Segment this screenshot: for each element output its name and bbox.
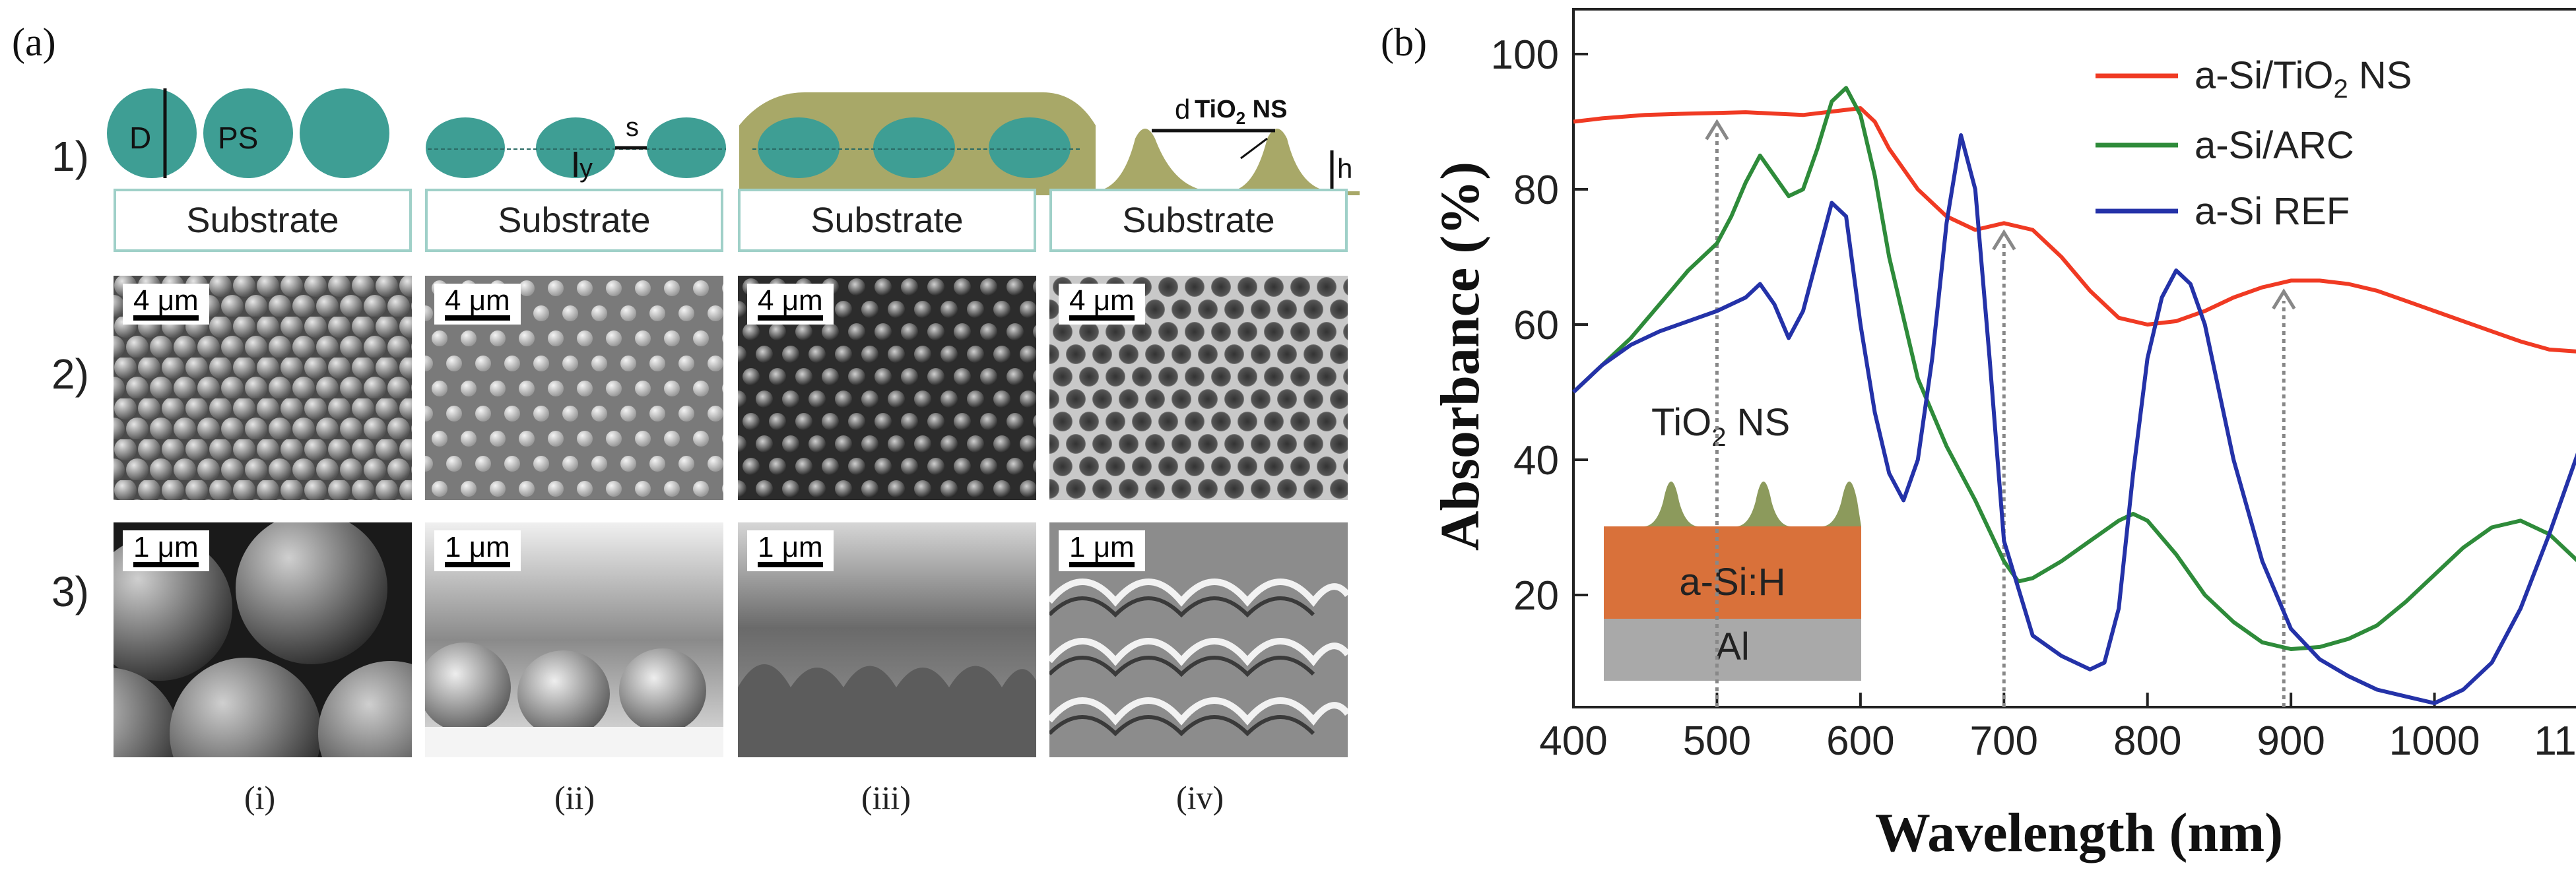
dotted-arrow-head xyxy=(1705,119,1729,141)
absorbance-chart: 400 500 600 700 800 900 1000 1100 20 40 60 80 100 a-… xyxy=(1430,8,2576,863)
pointer-line xyxy=(1240,137,1268,160)
panel-a-label: (a) xyxy=(12,20,56,64)
ps-sphere xyxy=(203,88,293,178)
row-label-2: 2) xyxy=(51,350,89,398)
al-label: Al xyxy=(1715,625,1750,668)
scale-bar-label: 1 μm xyxy=(758,531,823,563)
coated-sphere xyxy=(989,117,1071,178)
sem-cross-section-i: 1 μm xyxy=(114,522,412,757)
x-tick-label: 400 xyxy=(1539,718,1607,764)
substrate-box: Substrate xyxy=(738,189,1036,252)
y-tick-label: 20 xyxy=(1513,573,1559,619)
nanostructure-height-label: h xyxy=(1337,153,1352,184)
series-line-ref xyxy=(1571,133,2576,705)
y-label: y xyxy=(579,154,593,183)
schematic-i: D PS xyxy=(107,88,389,178)
column-label-i: (i) xyxy=(244,779,276,816)
scale-bar-label: 4 μm xyxy=(758,284,823,317)
legend-label-arc: a-Si/ARC xyxy=(2195,124,2354,167)
scale-bar: 4 μm xyxy=(434,284,521,325)
sem-cross-section-ii: 1 μm xyxy=(425,522,723,757)
tio2-ns-inset-label: TiO2 NS xyxy=(1651,401,1790,452)
scale-bar: 1 μm xyxy=(1059,530,1145,571)
scale-bar: 1 μm xyxy=(434,530,521,571)
etched-sphere xyxy=(426,117,505,178)
y-tick-label: 80 xyxy=(1513,168,1559,213)
tio2-cones xyxy=(1604,482,1861,526)
column-label-ii: (ii) xyxy=(554,779,595,816)
scale-bar: 4 μm xyxy=(1059,284,1145,325)
period-label: d xyxy=(1175,94,1190,125)
sem-top-view-ii: 4 μm xyxy=(425,276,723,500)
scale-bar: 1 μm xyxy=(123,530,209,571)
schematic-ii: s y xyxy=(426,113,726,183)
scale-bar-label: 1 μm xyxy=(133,531,199,563)
schematic-iv: d TiO2 NS h xyxy=(1092,94,1360,195)
x-axis-title: Wavelength (nm) xyxy=(1875,802,2283,863)
substrate-box: Substrate xyxy=(114,189,412,252)
sem-top-view-i: 4 μm xyxy=(114,276,412,500)
sem-cross-section-iii: 1 μm xyxy=(738,522,1036,757)
x-tick-label: 700 xyxy=(1970,718,2038,764)
coated-sphere xyxy=(873,117,955,178)
row-label-3: 3) xyxy=(51,568,89,615)
asi-label: a-Si:H xyxy=(1679,561,1785,604)
scale-bar: 4 μm xyxy=(123,284,209,325)
y-axis-title: Absorbance (%) xyxy=(1430,162,1491,551)
scale-bar-label: 4 μm xyxy=(133,284,199,317)
substrate-box: Substrate xyxy=(425,189,723,252)
sem-cross-section-iv: 1 μm xyxy=(1049,522,1348,757)
x-tick-label: 800 xyxy=(2113,718,2181,764)
ps-sphere xyxy=(300,88,389,178)
coated-sphere xyxy=(758,117,840,178)
legend-label-tio2: a-Si/TiO2 NS xyxy=(2195,54,2412,104)
scale-bar: 1 μm xyxy=(747,530,834,571)
spacing-label: s xyxy=(626,113,639,142)
diameter-label: D xyxy=(129,121,151,155)
scale-bar-label: 4 μm xyxy=(1069,284,1135,317)
panel-b-label: (b) xyxy=(1381,20,1427,64)
x-tick-label: 1000 xyxy=(2389,718,2480,764)
substrate-box: Substrate xyxy=(1049,189,1348,252)
axis-tick-labels: 400 500 600 700 800 900 1000 1100 20 40 60 80 100 xyxy=(1491,32,2576,764)
scale-bar-label: 1 μm xyxy=(1069,531,1135,563)
device-inset: a-Si:H Al TiO2 NS xyxy=(1604,401,1861,681)
tio2-ns-label: TiO2 NS xyxy=(1195,96,1287,128)
row-label-1: 1) xyxy=(51,133,89,180)
scale-bar: 4 μm xyxy=(747,284,834,325)
etched-sphere xyxy=(647,117,726,178)
scale-bar-label: 1 μm xyxy=(445,531,510,563)
column-label-iii: (iii) xyxy=(861,779,911,816)
schematic-iii xyxy=(739,92,1096,195)
dotted-arrow-head xyxy=(2272,288,2296,310)
dotted-arrow-head xyxy=(1992,229,2016,251)
al-layer xyxy=(1604,619,1861,681)
series-line-arc xyxy=(1571,86,2576,651)
plot-frame xyxy=(1572,8,2576,708)
legend-label-ref: a-Si REF xyxy=(2195,190,2350,233)
data-series xyxy=(1571,86,2576,705)
sem-top-view-iii: 4 μm xyxy=(738,276,1036,500)
ps-label: PS xyxy=(218,121,258,155)
sem-top-view-iv: 4 μm xyxy=(1049,276,1348,500)
etched-sphere xyxy=(536,117,615,178)
ps-sphere xyxy=(107,88,197,178)
legend: a-Si/TiO2 NS a-Si/ARC a-Si REF xyxy=(2096,54,2412,233)
x-tick-label: 1100 xyxy=(2534,718,2576,764)
column-label-iv: (iv) xyxy=(1176,779,1224,816)
resonance-arrows xyxy=(1705,119,2296,707)
y-tick-label: 40 xyxy=(1513,438,1559,484)
x-tick-label: 600 xyxy=(1826,718,1894,764)
schematic-row: D PS s y d TiO2 NS xyxy=(107,88,1360,195)
y-tick-label: 60 xyxy=(1513,303,1559,348)
x-tick-label: 900 xyxy=(2257,718,2325,764)
tio2-nanostructure xyxy=(1092,129,1360,195)
scale-bar-label: 4 μm xyxy=(445,284,510,317)
y-tick-label: 100 xyxy=(1491,32,1559,78)
asi-layer xyxy=(1604,526,1861,619)
x-tick-label: 500 xyxy=(1683,718,1751,764)
series-line-tio2-ns xyxy=(1573,106,2576,354)
